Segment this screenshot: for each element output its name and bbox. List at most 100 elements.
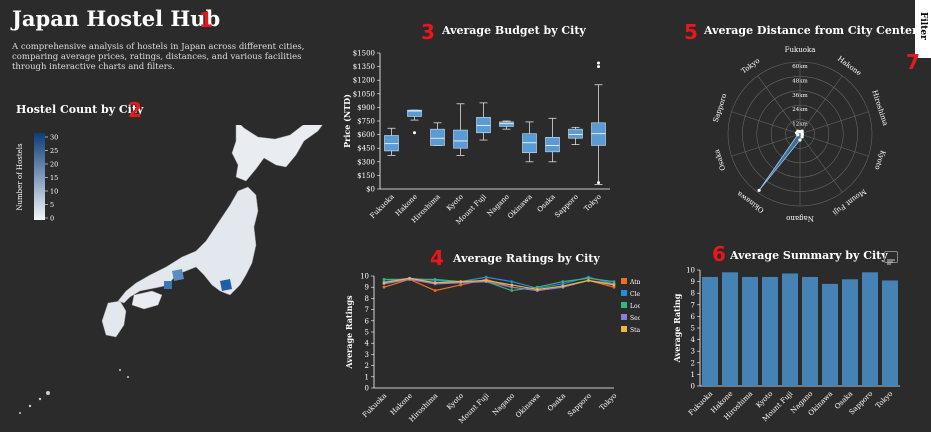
line-point bbox=[484, 275, 488, 279]
legend-swatch bbox=[621, 314, 627, 320]
y-tick-label: 6 bbox=[365, 317, 370, 325]
legend-tick-label: 20 bbox=[50, 161, 58, 169]
x-tick-label: Fukuoka bbox=[687, 390, 714, 417]
x-tick-label: Tokyo bbox=[583, 193, 603, 213]
y-tick-label: $150 bbox=[357, 172, 375, 180]
line-point bbox=[510, 289, 514, 292]
radar-ring-label: 48km bbox=[792, 78, 808, 84]
y-tick-label: 2 bbox=[365, 362, 369, 370]
box-hiroshima bbox=[430, 128, 445, 146]
x-tick-label: Kyoto bbox=[445, 392, 465, 412]
y-tick-label: $1500 bbox=[353, 50, 375, 58]
line-point bbox=[510, 283, 514, 287]
y-tick-label: 3 bbox=[365, 351, 369, 359]
legend-tick-label: 15 bbox=[50, 174, 58, 182]
line-point bbox=[587, 279, 590, 282]
y-tick-label: 1 bbox=[691, 371, 695, 379]
line-point bbox=[382, 281, 386, 285]
filter-tab[interactable]: Filter bbox=[915, 0, 931, 58]
radar-chart[interactable]: 60km48km36km24km12kmFukuokaHakoneHiroshi… bbox=[700, 36, 900, 226]
map-region-shikoku[interactable] bbox=[131, 290, 163, 310]
y-tick-label: 7 bbox=[691, 301, 695, 309]
radar-axis-label: Sapporo bbox=[712, 93, 729, 124]
sort-toggle[interactable] bbox=[884, 251, 898, 265]
y-tick-label: 2 bbox=[691, 359, 695, 367]
box-outlier bbox=[597, 61, 600, 65]
y-tick-label: $450 bbox=[357, 145, 375, 153]
y-tick-label: 9 bbox=[691, 278, 695, 286]
line-point bbox=[433, 281, 437, 285]
y-tick-label: $300 bbox=[357, 158, 375, 166]
line-title: Average Ratings by City bbox=[453, 252, 600, 265]
y-tick-label: $900 bbox=[357, 104, 375, 112]
bar-title: Average Summary by City bbox=[730, 249, 888, 262]
filter-label: Filter bbox=[918, 12, 928, 40]
line-point bbox=[433, 289, 437, 292]
legend-swatch bbox=[621, 278, 627, 284]
y-tick-label: $600 bbox=[357, 131, 375, 139]
map-region-kyushu[interactable] bbox=[101, 300, 127, 338]
radar-axis bbox=[757, 75, 801, 135]
map-region-osaka[interactable] bbox=[164, 281, 172, 289]
radar-point bbox=[800, 135, 804, 139]
marker-1: 1 bbox=[199, 8, 213, 32]
y-axis-label: Average Ratings bbox=[344, 295, 354, 370]
radar-axis-label: Kyoto bbox=[873, 149, 887, 170]
legend-label: Location bbox=[630, 303, 640, 310]
y-tick-label: 1 bbox=[365, 373, 369, 381]
box-outlier bbox=[413, 131, 416, 135]
bar-nagano bbox=[802, 276, 818, 386]
radar-axis-label: Fukuoka bbox=[785, 46, 816, 54]
legend-tick-label: 10 bbox=[50, 188, 58, 196]
y-tick-label: 8 bbox=[691, 290, 695, 298]
y-tick-label: 6 bbox=[691, 313, 696, 321]
marker-4: 4 bbox=[430, 246, 444, 270]
map-legend-bar bbox=[34, 133, 45, 220]
y-axis-label: Price (NTD) bbox=[342, 94, 352, 148]
map-region-okinawa[interactable] bbox=[46, 391, 50, 395]
line-staff bbox=[383, 277, 615, 291]
map-region-honshu[interactable] bbox=[117, 186, 259, 304]
marker-7: 7 bbox=[906, 50, 920, 74]
map-region-tokyo[interactable] bbox=[220, 279, 232, 291]
y-tick-label: $1200 bbox=[353, 77, 375, 85]
bar-kyoto bbox=[762, 276, 778, 386]
x-tick-label: Kyoto bbox=[445, 193, 465, 213]
y-tick-label: 9 bbox=[365, 284, 369, 292]
line-point bbox=[535, 285, 539, 289]
x-tick-label: Sapporo bbox=[566, 392, 593, 419]
line-point bbox=[561, 284, 565, 288]
japan-map[interactable]: 30 25 20 15 10 5 0 Number of Hostels bbox=[0, 125, 340, 425]
x-tick-label: Sapporo bbox=[553, 193, 580, 220]
map-region-kyoto[interactable] bbox=[172, 269, 184, 281]
x-tick-label: Okinawa bbox=[514, 392, 542, 420]
x-tick-label: Fukuoka bbox=[369, 193, 396, 220]
bar-hiroshima bbox=[742, 276, 758, 386]
y-tick-label: 3 bbox=[691, 348, 695, 356]
line-point bbox=[561, 280, 565, 283]
marker-6: 6 bbox=[712, 242, 726, 266]
y-tick-label: 10 bbox=[686, 267, 695, 275]
line-location bbox=[384, 277, 615, 292]
y-tick-label: $1350 bbox=[353, 63, 375, 71]
radar-ring-label: 12km bbox=[792, 122, 808, 128]
y-tick-label: 7 bbox=[365, 306, 369, 314]
x-tick-label: Osaka bbox=[546, 392, 567, 413]
radar-axis bbox=[799, 75, 843, 135]
radar-axis-label: Okinawa bbox=[736, 190, 766, 215]
box-outlier bbox=[597, 181, 600, 185]
line-point bbox=[612, 283, 616, 287]
y-tick-label: 4 bbox=[691, 336, 696, 344]
bar-tokyo bbox=[882, 280, 898, 386]
x-tick-label: Tokyo bbox=[874, 390, 894, 410]
box-chart[interactable]: $1500 $1350 $1200 $1050 $900 $750 $600 $450 $300… bbox=[340, 45, 620, 235]
line-point bbox=[561, 282, 565, 286]
box-hakone bbox=[407, 109, 422, 117]
map-region-hokkaido[interactable] bbox=[231, 125, 326, 182]
box-sapporo bbox=[568, 128, 583, 139]
legend-label: Security bbox=[630, 315, 640, 322]
map-legend-ticks: 30 25 20 15 10 5 0 bbox=[45, 134, 58, 223]
bar-mount-fuji bbox=[782, 273, 798, 386]
